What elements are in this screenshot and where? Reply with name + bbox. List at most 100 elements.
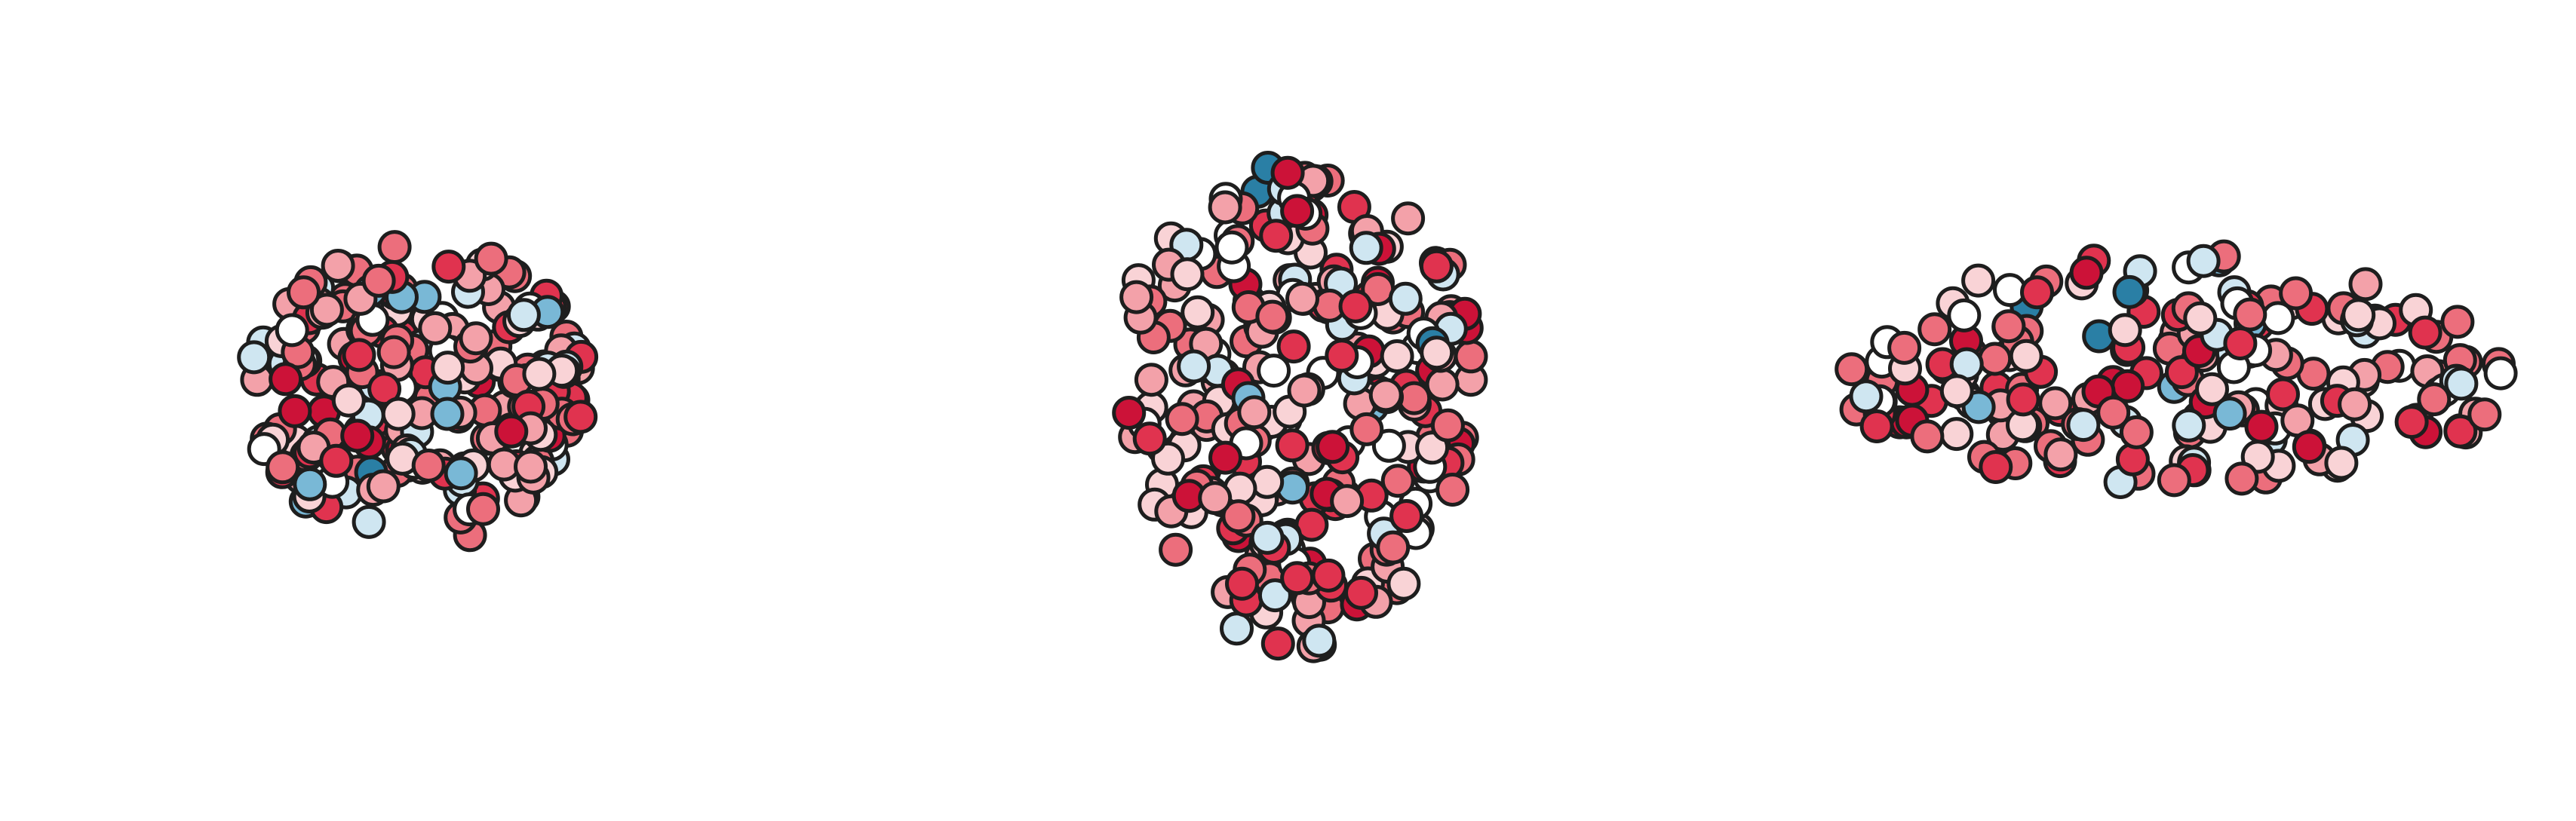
axial-node-23 (1260, 626, 1295, 661)
sagittal-node-150 (2006, 382, 2040, 417)
coronal-node-203 (269, 362, 303, 397)
sagittal-node-177 (2009, 339, 2043, 373)
axial-node-221 (1287, 373, 1322, 408)
axial-node-253 (1177, 349, 1211, 384)
axial-node-166 (1391, 201, 1426, 236)
axial-node-267 (1159, 532, 1193, 567)
axial-node-276 (1330, 484, 1365, 519)
sagittal-node-183 (2119, 415, 2154, 449)
coronal-node-140 (321, 249, 355, 283)
sagittal-node-164 (2043, 437, 2078, 472)
coronal-node-214 (287, 275, 321, 310)
coronal-node-189 (331, 383, 366, 418)
sagittal-node-154 (2172, 408, 2206, 443)
coronal-node-225 (418, 311, 453, 345)
axial-node-203 (1257, 578, 1292, 613)
axial-node-246 (1380, 339, 1414, 373)
sagittal-node-173 (2444, 366, 2479, 401)
coronal-node-208 (494, 414, 529, 449)
sagittal-node-181 (2417, 382, 2452, 417)
coronal-node-185 (309, 293, 344, 327)
axial-node-243 (1349, 412, 1384, 446)
sagittal-node-198 (1939, 374, 1974, 409)
sagittal-node-197 (2223, 326, 2258, 360)
coronal-view (237, 230, 599, 553)
axial-node-223 (1368, 378, 1403, 412)
coronal-node-207 (506, 298, 541, 332)
axial-node-213 (1132, 421, 1167, 456)
axial-node-248 (1208, 440, 1242, 475)
sagittal-node-188 (2467, 397, 2502, 432)
coronal-node-228 (444, 456, 478, 491)
axial-node-273 (1270, 155, 1305, 190)
sagittal-node-105 (1835, 352, 1869, 387)
coronal-node-218 (466, 492, 500, 526)
sagittal-node-169 (1849, 379, 1884, 414)
axial-node-251 (1420, 335, 1454, 370)
sagittal-node-166 (2069, 256, 2104, 290)
axial-node-277 (1198, 481, 1233, 516)
sagittal-node-196 (2066, 408, 2101, 443)
axial-node-259 (1316, 430, 1350, 464)
coronal-node-227 (522, 357, 557, 391)
sagittal-node-162 (2324, 446, 2359, 480)
coronal-node-199 (381, 397, 416, 431)
sagittal-node-160 (2292, 430, 2326, 464)
sagittal-node-95 (1939, 417, 1974, 452)
axial-node-190 (1425, 367, 1460, 402)
sagittal-node-158 (2212, 397, 2247, 431)
coronal-node-224 (431, 250, 466, 284)
axial-node-278 (1285, 281, 1319, 316)
coronal-node-219 (319, 443, 354, 478)
axial-node-271 (1237, 395, 1272, 430)
sagittal-node-192 (2483, 356, 2518, 391)
coronal-node-226 (278, 394, 312, 428)
axial-node-272 (1214, 230, 1249, 265)
axial-node-204 (1302, 623, 1337, 658)
sagittal-view (1835, 239, 2518, 499)
axial-node-270 (1349, 231, 1383, 265)
axial-node-116 (1275, 428, 1309, 463)
coronal-node-223 (376, 335, 411, 369)
sagittal-node-199 (2112, 274, 2147, 309)
coronal-node-206 (352, 504, 386, 539)
sagittal-node-168 (1910, 419, 1945, 454)
axial-node-261 (1255, 299, 1290, 334)
axial-node-235 (1435, 473, 1470, 507)
coronal-node-155 (342, 338, 376, 372)
axial-node-258 (1221, 499, 1256, 534)
sagittal-node-115 (2261, 301, 2295, 335)
coronal-node-148 (266, 450, 300, 485)
axial-view (1112, 151, 1488, 663)
sagittal-node-137 (2195, 372, 2229, 406)
axial-node-275 (1250, 520, 1285, 555)
coronal-node-217 (411, 449, 446, 482)
axial-node-241 (1165, 402, 1199, 437)
axial-node-269 (1225, 566, 1259, 601)
axial-node-257 (1344, 575, 1378, 610)
sagittal-node-153 (2443, 414, 2478, 449)
sagittal-node-93 (1979, 450, 2013, 484)
sagittal-node-82 (2440, 305, 2475, 339)
axial-node-279 (1419, 249, 1454, 283)
sagittal-node-157 (2341, 298, 2376, 332)
coronal-node-191 (275, 313, 309, 348)
coronal-node-184 (237, 340, 272, 375)
axial-node-260 (1311, 558, 1346, 593)
sagittal-node-144 (2394, 405, 2429, 440)
axial-node-263 (1388, 281, 1423, 316)
sagittal-node-195 (2183, 301, 2218, 335)
sagittal-node-178 (1991, 309, 2026, 344)
sagittal-node-165 (2096, 395, 2131, 430)
sagittal-node-148 (1859, 409, 1894, 443)
sagittal-node-75 (2279, 276, 2313, 311)
coronal-node-209 (340, 418, 375, 453)
axial-node-106 (1257, 354, 1291, 388)
axial-node-125 (1454, 339, 1488, 374)
sagittal-node-147 (2108, 313, 2142, 348)
coronal-node-216 (431, 351, 465, 385)
axial-node-262 (1280, 194, 1315, 228)
sagittal-node-152 (2020, 275, 2054, 310)
axial-node-254 (1376, 530, 1411, 565)
